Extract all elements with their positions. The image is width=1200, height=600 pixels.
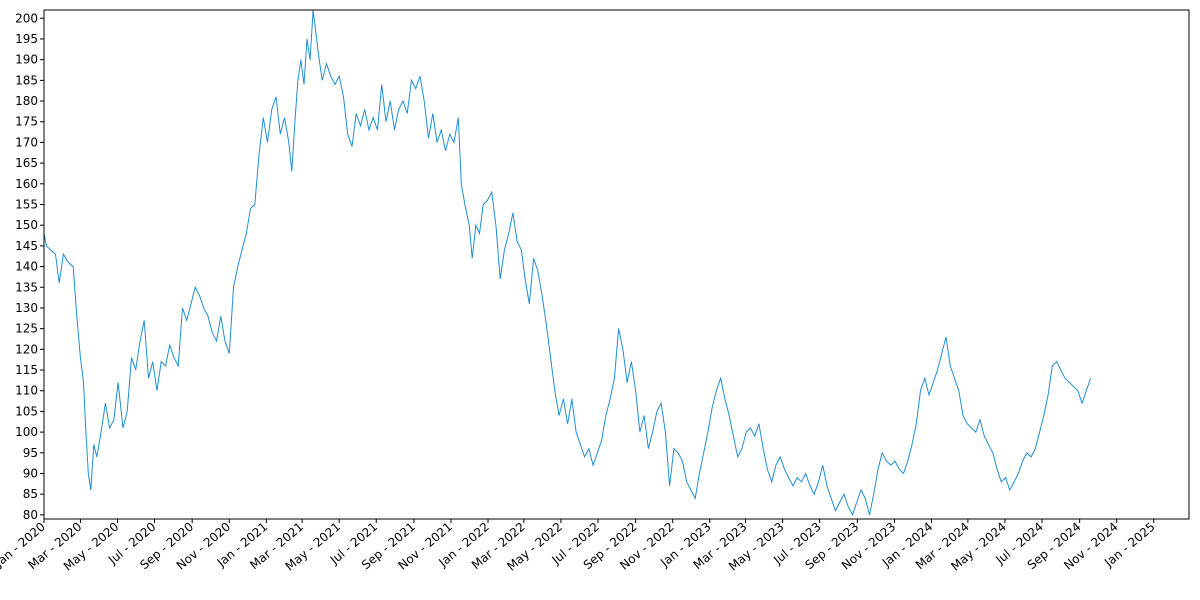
- y-tick-label: 195: [15, 32, 38, 46]
- y-tick-label: 165: [15, 156, 38, 170]
- y-tick-label: 90: [23, 466, 38, 480]
- y-axis: 80 85 90 95 100 105 110 115 120 125 130 135 140 145 15…: [15, 11, 44, 522]
- y-tick-label: 145: [15, 239, 38, 253]
- y-tick-label: 160: [15, 177, 38, 191]
- y-tick-label: 200: [15, 11, 38, 25]
- y-tick-label: 125: [15, 322, 38, 336]
- y-tick-label: 185: [15, 73, 38, 87]
- y-tick-label: 180: [15, 94, 38, 108]
- y-tick-label: 115: [15, 363, 38, 377]
- y-tick-label: 140: [15, 260, 38, 274]
- plot-area: [43, 9, 1092, 517]
- y-tick-label: 135: [15, 280, 38, 294]
- y-tick-label: 105: [15, 404, 38, 418]
- y-tick-label: 190: [15, 53, 38, 67]
- series-line: [43, 9, 1092, 517]
- y-tick-label: 85: [23, 487, 38, 501]
- y-tick-label: 170: [15, 135, 38, 149]
- y-tick-label: 150: [15, 218, 38, 232]
- y-tick-label: 95: [23, 446, 38, 460]
- y-tick-label: 120: [15, 342, 38, 356]
- y-tick-label: 175: [15, 115, 38, 129]
- plot-frame: [43, 9, 1190, 520]
- y-tick-label: 130: [15, 301, 38, 315]
- y-tick-label: 155: [15, 197, 38, 211]
- y-tick-label: 100: [15, 425, 38, 439]
- y-tick-label: 110: [15, 384, 38, 398]
- y-tick-label: 80: [23, 508, 38, 522]
